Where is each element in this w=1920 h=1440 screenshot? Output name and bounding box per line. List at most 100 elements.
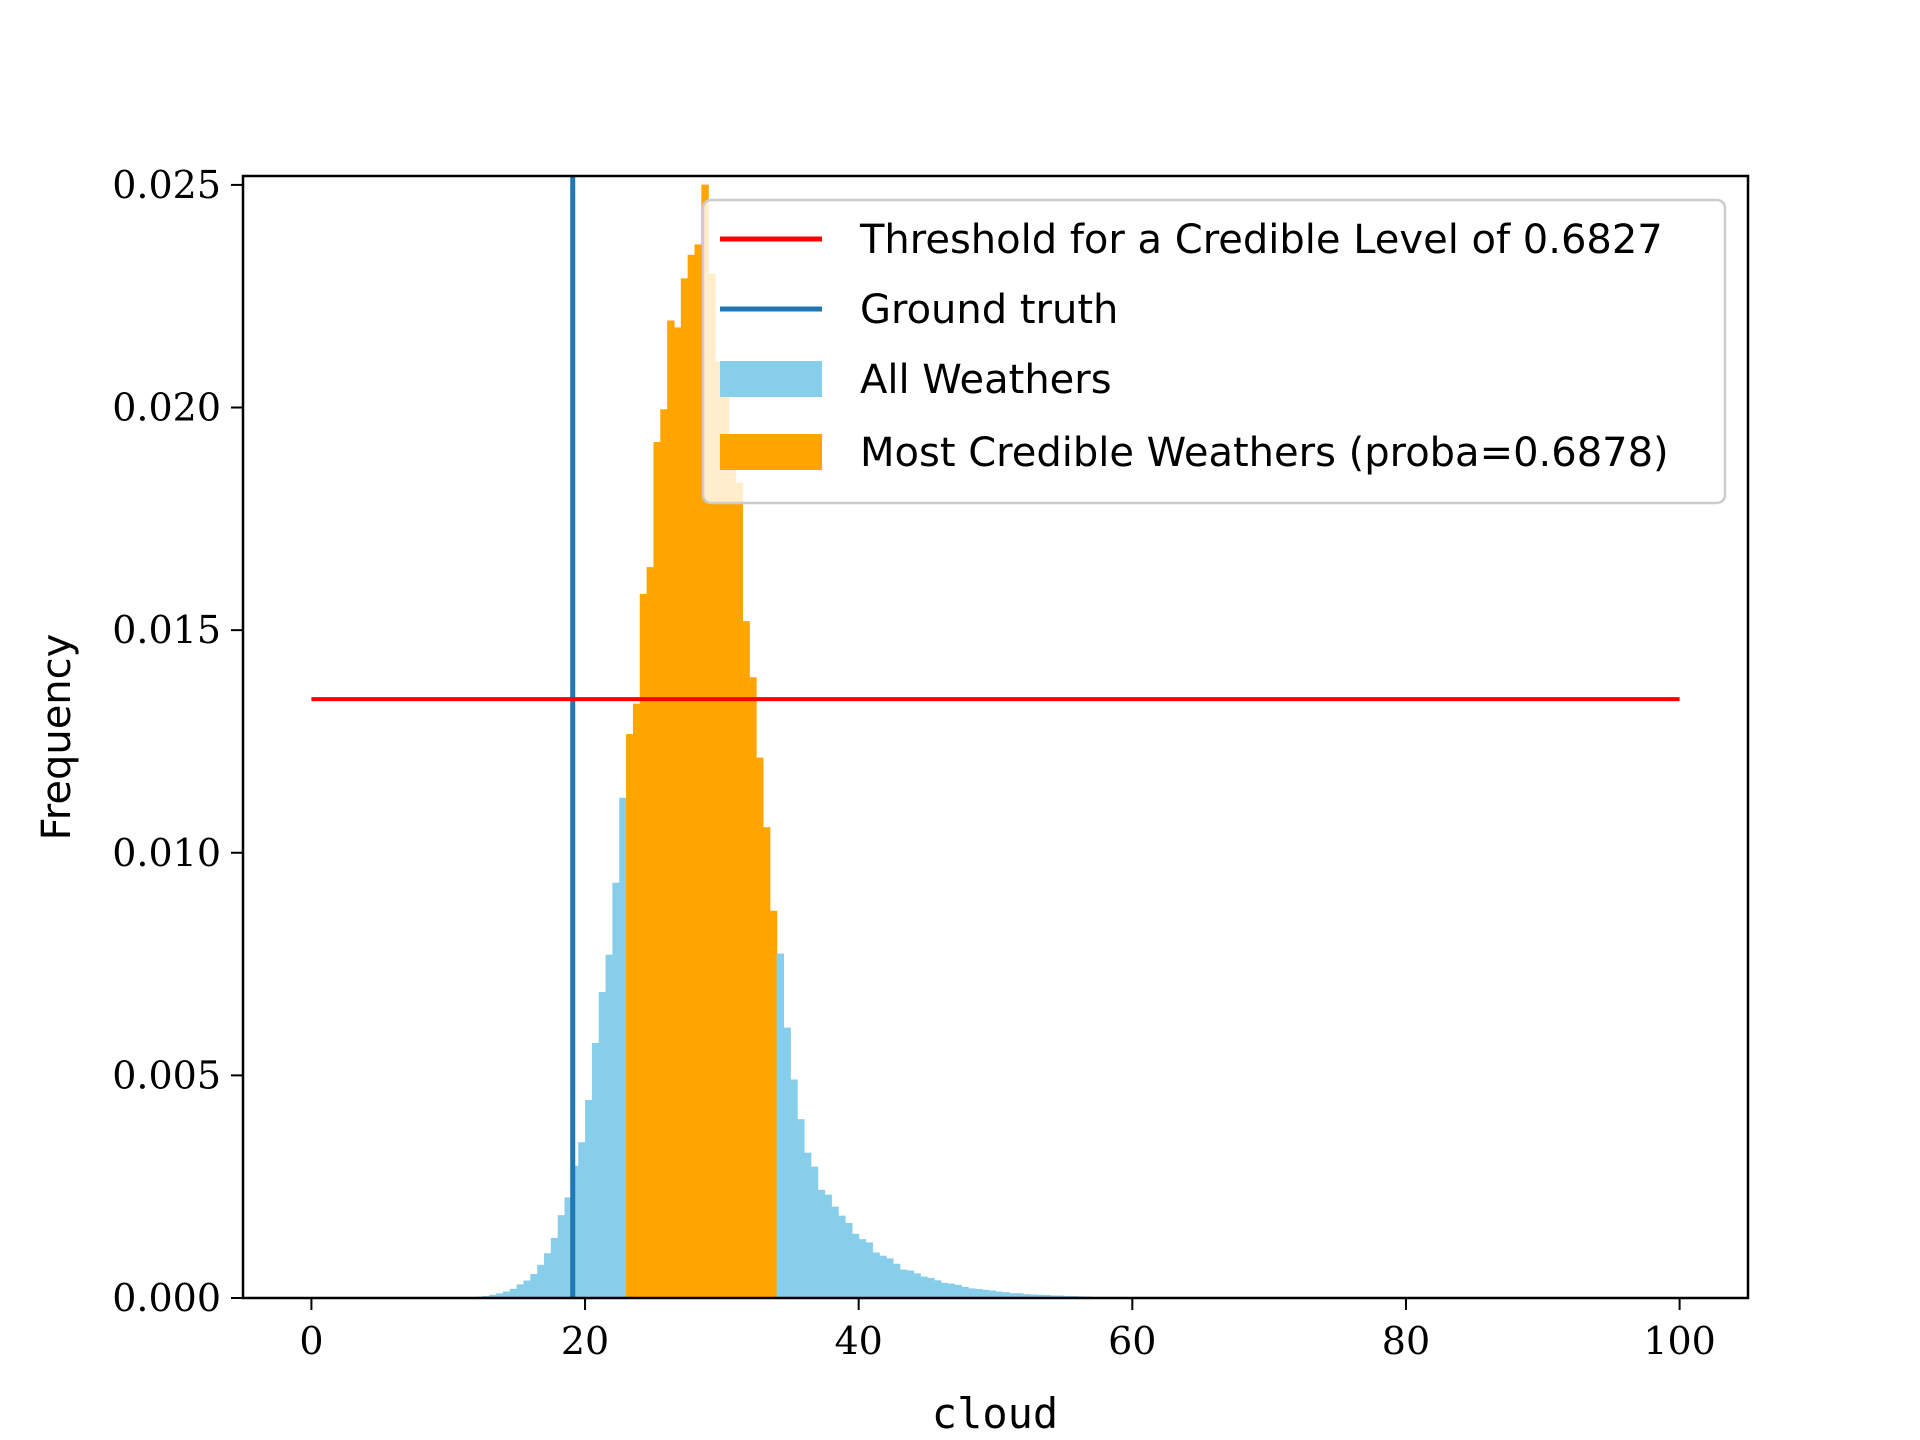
histogram-bar: [639, 593, 648, 1298]
histogram-bar: [838, 1215, 846, 1298]
legend-label: Threshold for a Credible Level of 0.6827: [859, 217, 1663, 263]
histogram-bar: [653, 441, 661, 1299]
histogram-bar: [797, 1119, 805, 1298]
legend-label: All Weathers: [860, 357, 1112, 403]
histogram-bar: [1029, 1294, 1038, 1298]
legend: Threshold for a Credible Level of 0.6827…: [701, 198, 1727, 505]
histogram-bar: [892, 1263, 901, 1298]
histogram-bar: [585, 1099, 593, 1298]
histogram-bar: [1036, 1294, 1044, 1298]
histogram-bar: [872, 1252, 880, 1298]
histogram-bar: [810, 1166, 819, 1298]
histogram-bar: [1002, 1292, 1010, 1298]
histogram-bar: [906, 1270, 915, 1298]
histogram-bar: [612, 882, 620, 1298]
histogram-bar: [721, 386, 730, 1298]
y-tick-label: 0.005: [112, 1053, 221, 1097]
legend-label: Most Credible Weathers (proba=0.6878): [860, 430, 1669, 476]
histogram-bar: [544, 1253, 552, 1298]
y-axis-ticks: 0.000 0.005 0.010 0.015 0.020 0.025: [112, 163, 243, 1320]
histogram-bar: [667, 320, 675, 1299]
histogram-bar: [564, 1197, 572, 1298]
histogram-bar: [523, 1280, 531, 1298]
histogram-bar: [1022, 1294, 1031, 1298]
histogram-bar: [913, 1273, 921, 1298]
histogram-bar: [865, 1242, 873, 1298]
histogram-bar: [1043, 1294, 1051, 1298]
legend-entries: Threshold for a Credible Level of 0.6827…: [720, 217, 1669, 476]
x-tick-label: 0: [299, 1319, 323, 1363]
histogram-bar: [728, 462, 737, 1298]
histogram-bar: [824, 1194, 832, 1298]
histogram-bar: [591, 1042, 600, 1298]
histogram-bar: [961, 1286, 969, 1298]
histogram-bar: [974, 1289, 983, 1298]
histogram-bar: [762, 827, 771, 1298]
histogram-bar: [790, 1079, 798, 1298]
plot-frame: [241, 174, 1750, 1300]
histogram-bar: [557, 1215, 566, 1298]
histogram-bar: [708, 273, 716, 1299]
histogram-bar: [954, 1284, 962, 1298]
histogram-bar: [1050, 1295, 1058, 1298]
histogram-bar: [968, 1288, 976, 1298]
x-axis-label: cloud: [932, 1389, 1058, 1438]
histogram-bar: [920, 1276, 928, 1298]
histogram-bar: [735, 482, 743, 1298]
histogram-bar: [995, 1291, 1003, 1298]
histogram-bar: [673, 327, 682, 1298]
histogram-bar: [632, 703, 641, 1298]
histogram-bars: [475, 184, 1092, 1299]
histogram-bar: [530, 1274, 538, 1298]
histogram-bar: [851, 1233, 860, 1298]
histogram-bar: [680, 278, 689, 1298]
histogram-bar: [899, 1269, 908, 1298]
histogram-bar: [489, 1294, 497, 1298]
histogram-bar: [715, 361, 723, 1298]
histogram-bar: [578, 1142, 586, 1298]
histogram-bar: [879, 1255, 887, 1298]
histogram-bar: [776, 953, 785, 1298]
x-tick-label: 100: [1643, 1319, 1716, 1363]
y-tick-label: 0.010: [112, 831, 221, 875]
histogram-bar: [1016, 1293, 1024, 1298]
y-axis-label: Frequency: [34, 634, 80, 841]
y-tick-label: 0.020: [112, 386, 221, 430]
histogram-bar: [660, 409, 668, 1299]
histogram-bar: [605, 954, 614, 1298]
histogram-bar: [687, 254, 696, 1298]
histogram-bar: [598, 991, 607, 1298]
x-tick-label: 60: [1108, 1319, 1156, 1363]
legend-patch-swatch: [720, 434, 822, 470]
histogram-bar: [749, 677, 757, 1298]
x-tick-label: 20: [561, 1319, 609, 1363]
histogram-bar: [756, 757, 764, 1298]
histogram-bar: [831, 1206, 839, 1298]
histogram-bar: [940, 1282, 949, 1298]
histogram-bar: [817, 1189, 826, 1298]
histogram-bar: [550, 1237, 559, 1298]
histogram-bar: [496, 1293, 504, 1298]
histogram-bar: [981, 1289, 990, 1298]
legend-box: [701, 198, 1727, 505]
histogram-bar: [537, 1264, 545, 1298]
histogram-bar: [886, 1258, 894, 1298]
legend-patch-swatch: [720, 361, 822, 397]
histogram-bar: [742, 621, 750, 1298]
x-tick-label: 80: [1382, 1319, 1430, 1363]
histogram-bar: [694, 244, 702, 1298]
histogram-bar: [988, 1290, 997, 1298]
y-tick-label: 0.025: [112, 163, 221, 207]
histogram-bar: [509, 1288, 518, 1298]
histogram-bar: [927, 1277, 935, 1298]
histogram-bar: [626, 734, 634, 1298]
histogram-bar: [502, 1291, 511, 1298]
histogram-bar: [769, 910, 778, 1298]
y-tick-label: 0.015: [112, 608, 221, 652]
x-tick-label: 40: [835, 1319, 883, 1363]
histogram-bar: [619, 797, 627, 1298]
histogram-bar: [783, 1027, 791, 1298]
histogram-bar: [845, 1222, 853, 1298]
histogram-bar: [1009, 1293, 1017, 1298]
legend-label: Ground truth: [860, 287, 1118, 333]
